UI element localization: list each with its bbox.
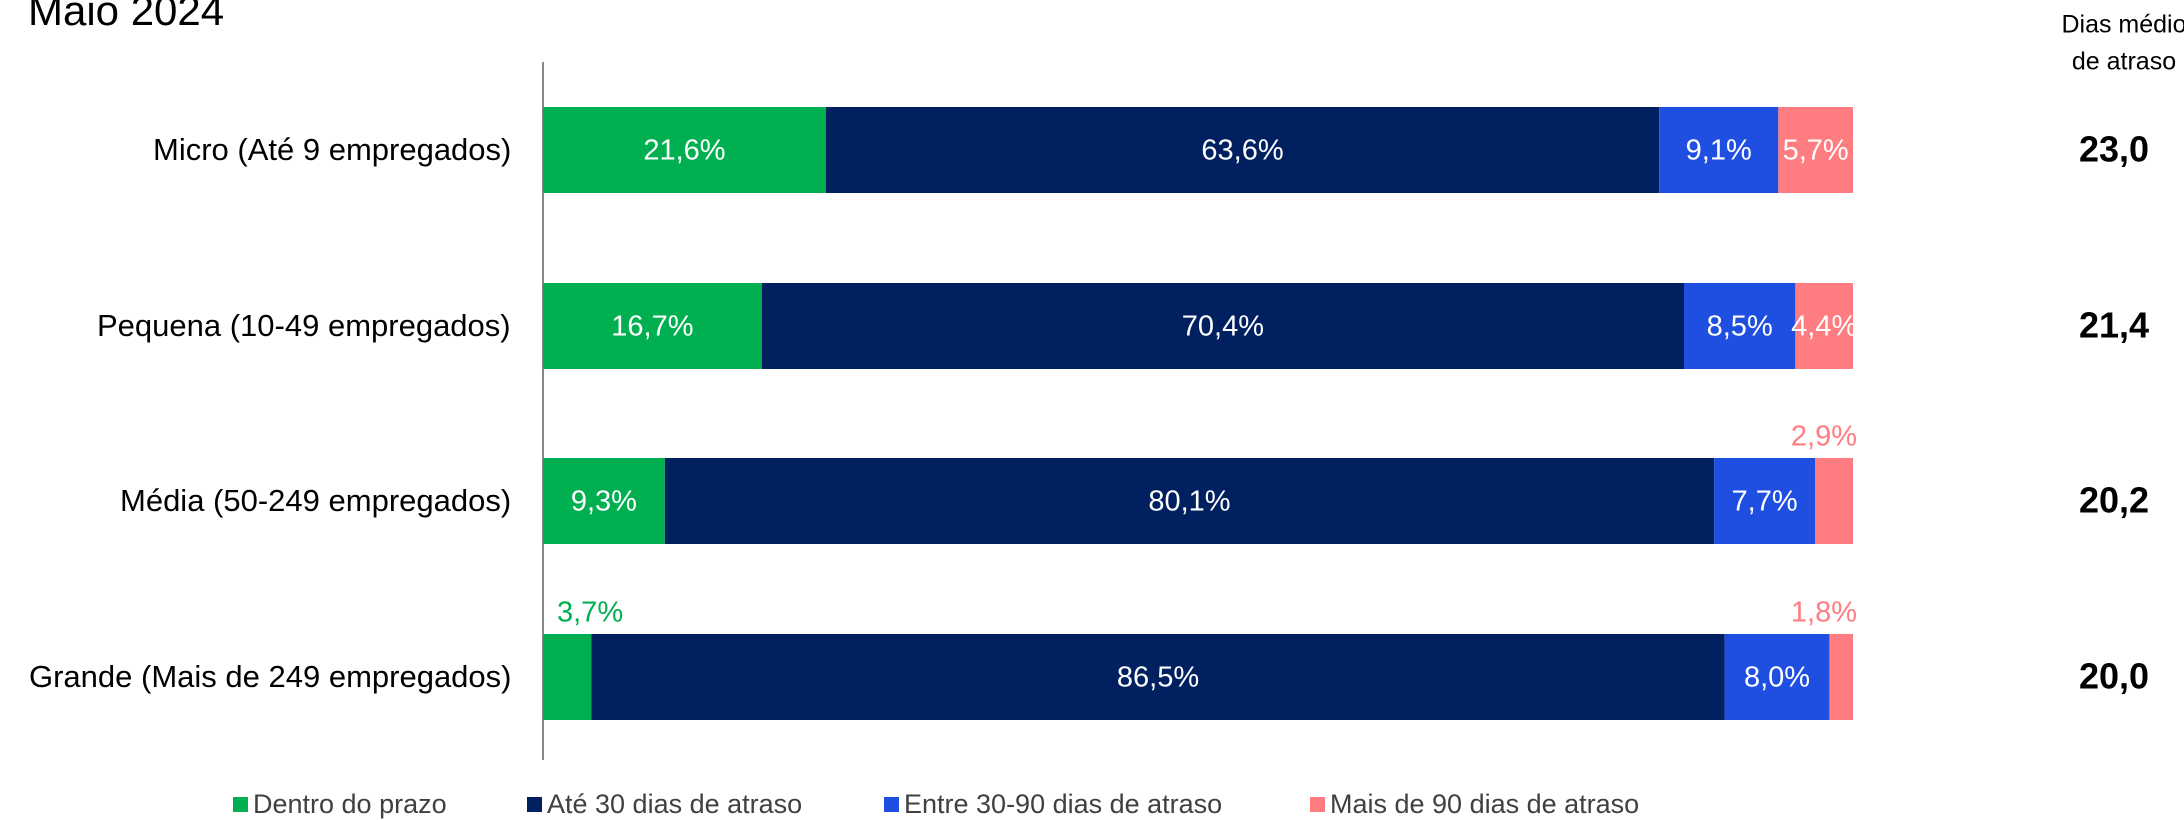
- data-label: 7,7%: [1732, 486, 1798, 518]
- legend-swatch: [527, 797, 542, 812]
- bar-segment: [1684, 283, 1796, 369]
- bar-segment: [761, 283, 1685, 369]
- data-label: 16,7%: [611, 311, 693, 343]
- bar-segment: [1659, 107, 1779, 193]
- data-label: 1,8%: [1791, 597, 1857, 629]
- avg-delay-value: 20,2: [2079, 480, 2149, 521]
- category-label: Média (50-249 empregados): [120, 483, 512, 518]
- bar-segment: [1815, 458, 1853, 544]
- legend-swatch: [1310, 797, 1325, 812]
- column-title: Dias médio: [2061, 11, 2184, 39]
- data-label: 8,5%: [1707, 311, 1773, 343]
- data-label: 2,9%: [1791, 421, 1857, 453]
- data-label: 80,1%: [1148, 486, 1230, 518]
- data-label: 9,1%: [1686, 135, 1752, 167]
- data-label: 5,7%: [1783, 135, 1849, 167]
- avg-delay-value: 20,0: [2079, 656, 2149, 697]
- avg-delay-value: 21,4: [2079, 305, 2149, 346]
- data-label: 70,4%: [1182, 311, 1264, 343]
- category-label: Pequena (10-49 empregados): [97, 308, 511, 343]
- legend-label: Entre 30-90 dias de atraso: [904, 789, 1222, 819]
- data-label: 86,5%: [1117, 662, 1199, 694]
- legend-label: Até 30 dias de atraso: [547, 789, 802, 819]
- chart-title: Maio 2024: [28, 0, 224, 34]
- bar-segment: [543, 634, 592, 720]
- bar-segment: [1724, 634, 1830, 720]
- bar-segment: [543, 458, 665, 544]
- bar-segment: [591, 634, 1725, 720]
- bar-segment: [1795, 283, 1853, 369]
- bar-segment: [1714, 458, 1816, 544]
- bar-segment: [543, 283, 762, 369]
- legend-label: Mais de 90 dias de atraso: [1330, 789, 1639, 819]
- data-label: 21,6%: [643, 135, 725, 167]
- avg-delay-value: 23,0: [2079, 129, 2149, 170]
- legend-label: Dentro do prazo: [253, 789, 447, 819]
- bar-segment: [664, 458, 1715, 544]
- bar-segment: [1829, 634, 1853, 720]
- bar-segment: [543, 107, 826, 193]
- column-title: de atraso: [2072, 48, 2176, 76]
- data-label: 8,0%: [1744, 662, 1810, 694]
- data-label: 4,4%: [1791, 311, 1857, 343]
- data-label: 3,7%: [557, 597, 623, 629]
- data-label: 63,6%: [1201, 135, 1283, 167]
- bar-segment: [825, 107, 1660, 193]
- legend-swatch: [884, 797, 899, 812]
- data-label: 9,3%: [571, 486, 637, 518]
- legend-swatch: [233, 797, 248, 812]
- bar-segment: [1778, 107, 1853, 193]
- category-label: Micro (Até 9 empregados): [153, 132, 512, 167]
- category-label: Grande (Mais de 249 empregados): [29, 659, 512, 694]
